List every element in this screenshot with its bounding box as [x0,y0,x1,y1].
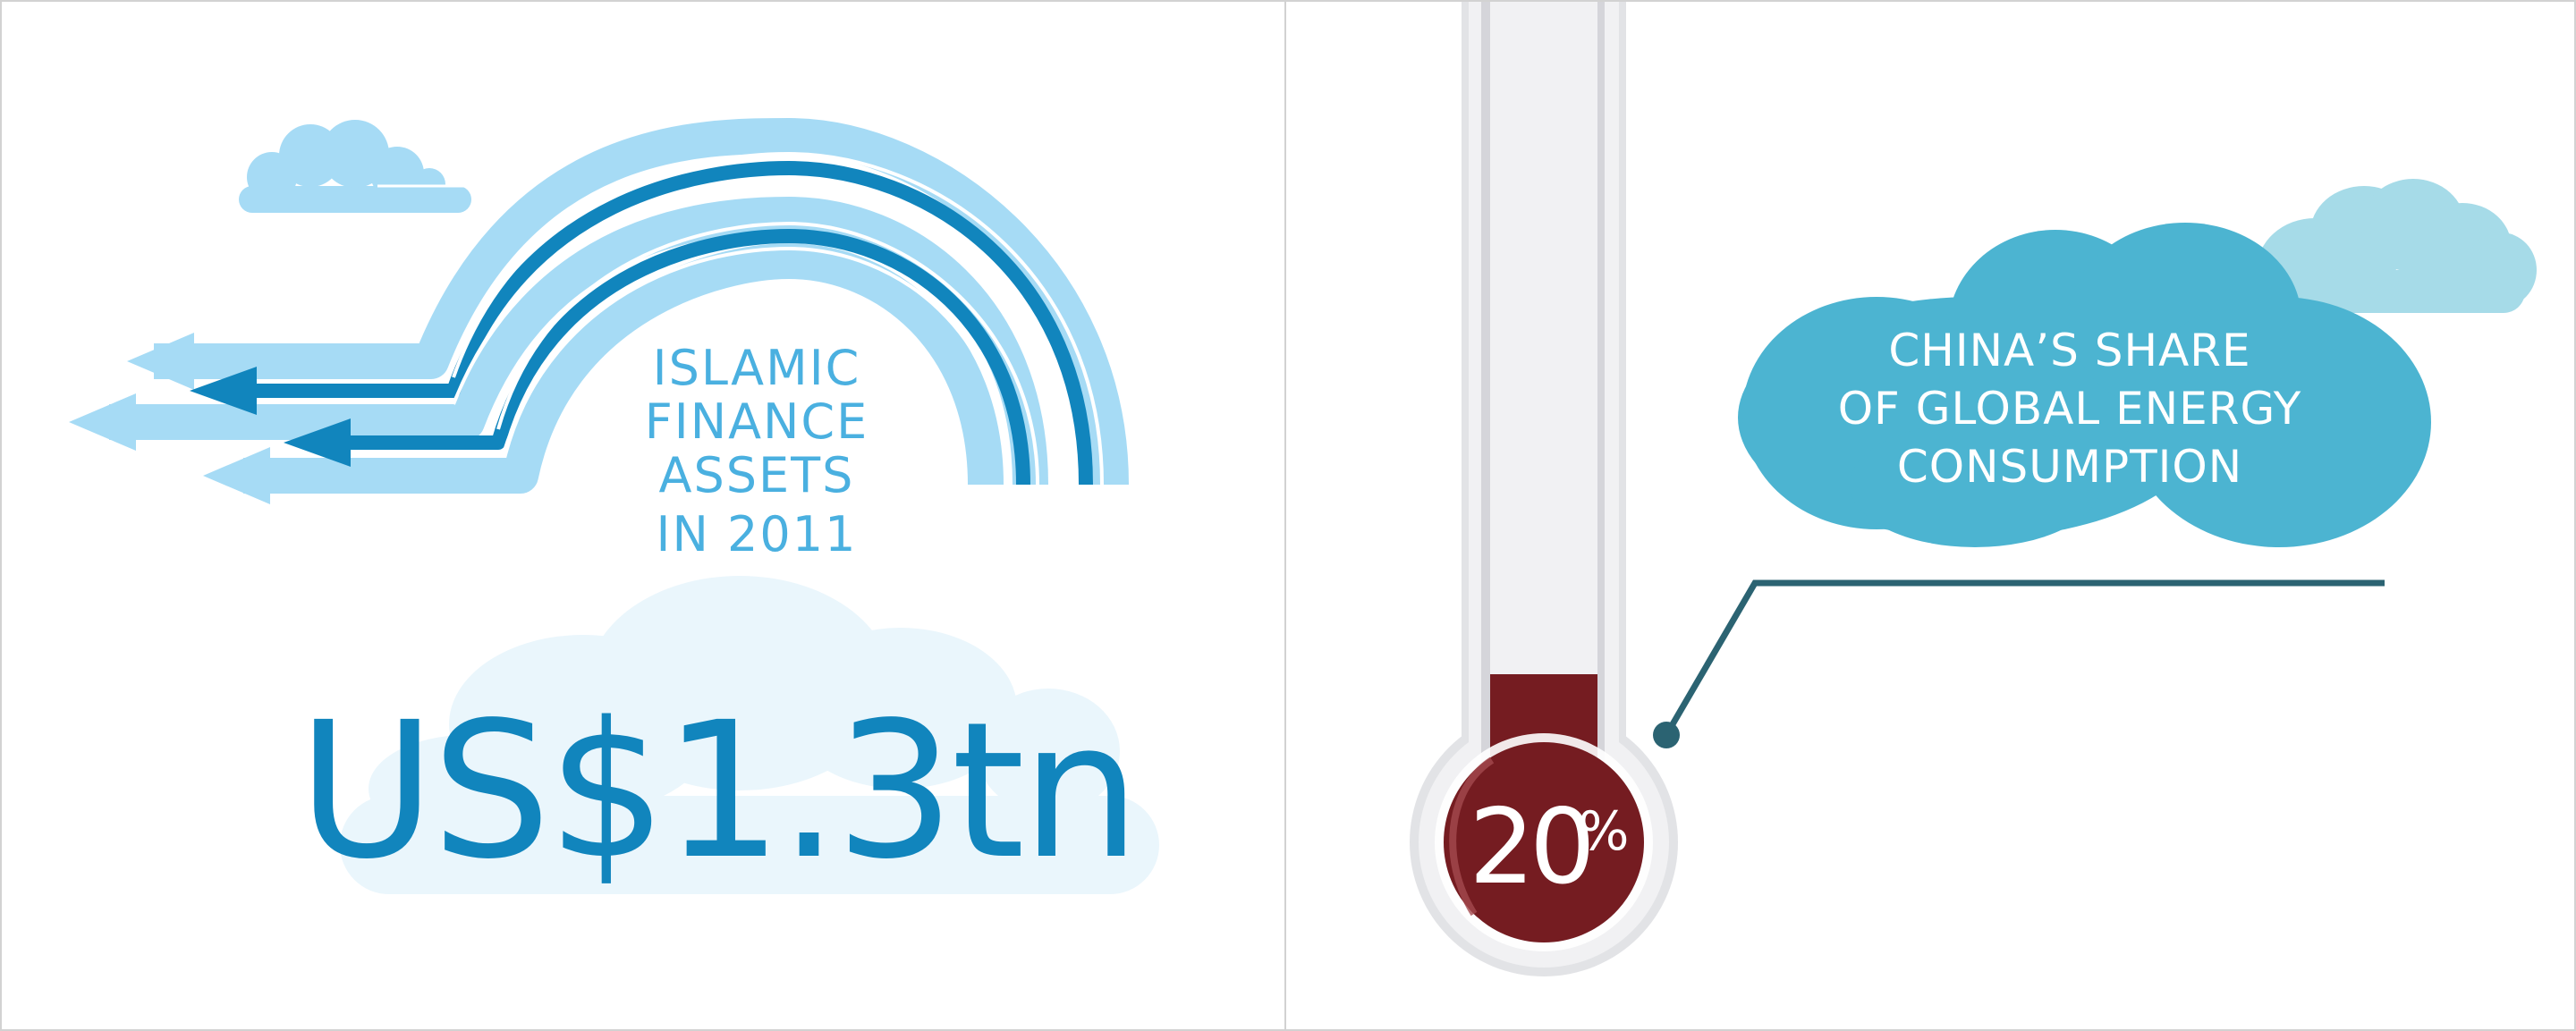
islamic-finance-illustration: ISLAMIC FINANCE ASSETS IN 2011 US$1.3tn [69,118,1159,900]
main-cloud-icon [1738,223,2431,547]
islamic-finance-panel: ISLAMIC FINANCE ASSETS IN 2011 US$1.3tn [0,0,1286,1031]
small-cloud-icon [239,120,471,213]
china-energy-illustration: 20 % CHINA’S SHARE OF GLOBAL ENERGY [1410,2,2537,976]
heading-line-3: ASSETS [659,447,855,503]
heading-line-2: OF GLOBAL ENERGY [1838,383,2302,435]
share-unit: % [1578,800,1629,863]
arrow-heads [69,333,351,504]
large-cloud-icon [340,576,1159,894]
leader-line [1653,579,2385,748]
heading-line-1: ISLAMIC [653,340,861,396]
rainbow-arrows-icon [109,118,1129,494]
heading-line-2: FINANCE [645,393,869,450]
thermometer-icon [1410,2,1678,976]
heading-line-4: IN 2011 [657,506,858,562]
heading-line-3: CONSUMPTION [1897,441,2242,493]
assets-value: US$1.3tn [298,681,1137,900]
china-energy-panel: 20 % CHINA’S SHARE OF GLOBAL ENERGY [1284,0,2576,1031]
heading-line-1: CHINA’S SHARE [1888,325,2250,376]
share-value: 20 [1469,787,1590,908]
